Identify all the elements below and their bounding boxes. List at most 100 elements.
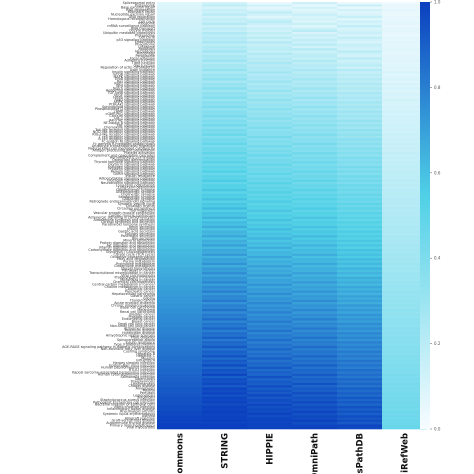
heatmap-cell [202,267,248,271]
heatmap-cell [382,385,428,388]
heatmap-cell [337,43,383,47]
heatmap-cell [337,387,383,391]
heatmap-cell [247,4,293,7]
heatmap-cell [202,200,248,204]
heatmap-cell [157,394,203,397]
heatmap-cell [337,135,383,139]
heatmap-cell [382,410,428,414]
heatmap-cell [292,168,338,171]
heatmap-cell [337,225,383,229]
heatmap-cell [247,110,293,114]
heatmap-cell [202,163,248,167]
heatmap-cell [157,22,203,26]
heatmap-cell [337,265,383,268]
heatmap-cell [202,306,248,310]
heatmap-cell [382,405,428,409]
heatmap-cell [202,209,248,213]
heatmap-cell [247,15,293,19]
heatmap-cell [382,22,428,26]
heatmap-cell [157,214,203,217]
row-label: Cardiac muscle contraction [109,213,155,217]
heatmap-cell [157,288,203,291]
heatmap-cell [157,200,203,204]
heatmap-cell [382,237,428,241]
heatmap-cell [382,355,428,358]
heatmap-cell [157,41,203,44]
heatmap-cell [247,315,293,319]
row-label: Gastric acid secretion [118,229,155,233]
heatmap-cell [337,124,383,127]
heatmap-cell [292,371,338,374]
heatmap-cell [157,269,203,273]
heatmap-cell [337,283,383,287]
heatmap-cell [292,154,338,157]
heatmap-cell [202,184,248,187]
heatmap-cell [292,55,338,58]
heatmap-cell [382,401,428,404]
heatmap-cell [292,6,338,10]
colorbar: 0.0 0.2 0.4 0.6 0.8 1.0 [420,0,441,432]
heatmap-cell [337,394,383,397]
row-label: mTOR signaling pathway [113,73,155,77]
heatmap-cell [202,105,248,109]
heatmap-cell [382,221,428,224]
row-label: Pertussis [140,391,155,395]
heatmap-cell [337,13,383,17]
heatmap-cell [382,313,428,317]
heatmap-cell [202,313,248,317]
heatmap-cell [292,156,338,160]
heatmap-cell [382,225,428,229]
heatmap-cell [292,253,338,257]
heatmap-cell [157,68,203,72]
heatmap-cell [247,338,293,342]
heatmap-cell [382,38,428,42]
heatmap-cell [292,147,338,151]
heatmap-cell [247,352,293,356]
heatmap-cell [202,262,248,266]
heatmap-cell [202,48,248,51]
row-label: Legionellosis [133,393,155,397]
heatmap-cell [292,145,338,148]
row-label: Chemical carcinogenesis [113,280,155,284]
heatmap-cell [292,311,338,314]
heatmap-cell [202,168,248,171]
heatmap-cell [247,255,293,259]
heatmap-cell [292,357,338,361]
row-label: Synaptic vesicle cycle [118,202,155,206]
heatmap-cell [247,147,293,151]
colorbar-tick-label: 0.0 [434,427,441,432]
heatmap-cell [382,2,428,5]
heatmap-cell [247,405,293,409]
heatmap-cell [337,92,383,95]
heatmap-cell [247,34,293,37]
row-label: Base excision repair [121,6,156,10]
heatmap-cell [247,112,293,116]
heatmap-cell [202,110,248,114]
heatmap-cell [292,198,338,201]
row-label: Staphylococcus aureus infection [100,398,155,402]
heatmap-cell [337,168,383,171]
heatmap-cell [202,338,248,342]
heatmap-cell [157,191,203,194]
heatmap-cell [337,426,383,430]
heatmap-cell [337,119,383,123]
heatmap-cell [382,87,428,91]
row-label: Shigellosis [137,396,155,400]
row-label: GABAergic synapse [122,197,155,201]
heatmap-cell [247,295,293,298]
heatmap-cell [247,357,293,361]
heatmap-cell [157,380,203,384]
heatmap-cell [202,8,248,12]
heatmap-cell [157,205,203,208]
row-label: Adipocytokine signaling pathway [99,176,155,180]
heatmap-cell [157,45,203,49]
heatmap-cell [202,52,248,56]
heatmap-cell [337,62,383,65]
row-label: Cholinergic synapse [121,193,155,197]
row-label: Rap1 signaling pathway [114,82,155,86]
heatmap-cell [382,207,428,211]
heatmap-cell [382,281,428,284]
heatmap-cell [382,403,428,407]
heatmap-cell [337,345,383,349]
heatmap-cell [382,235,428,238]
